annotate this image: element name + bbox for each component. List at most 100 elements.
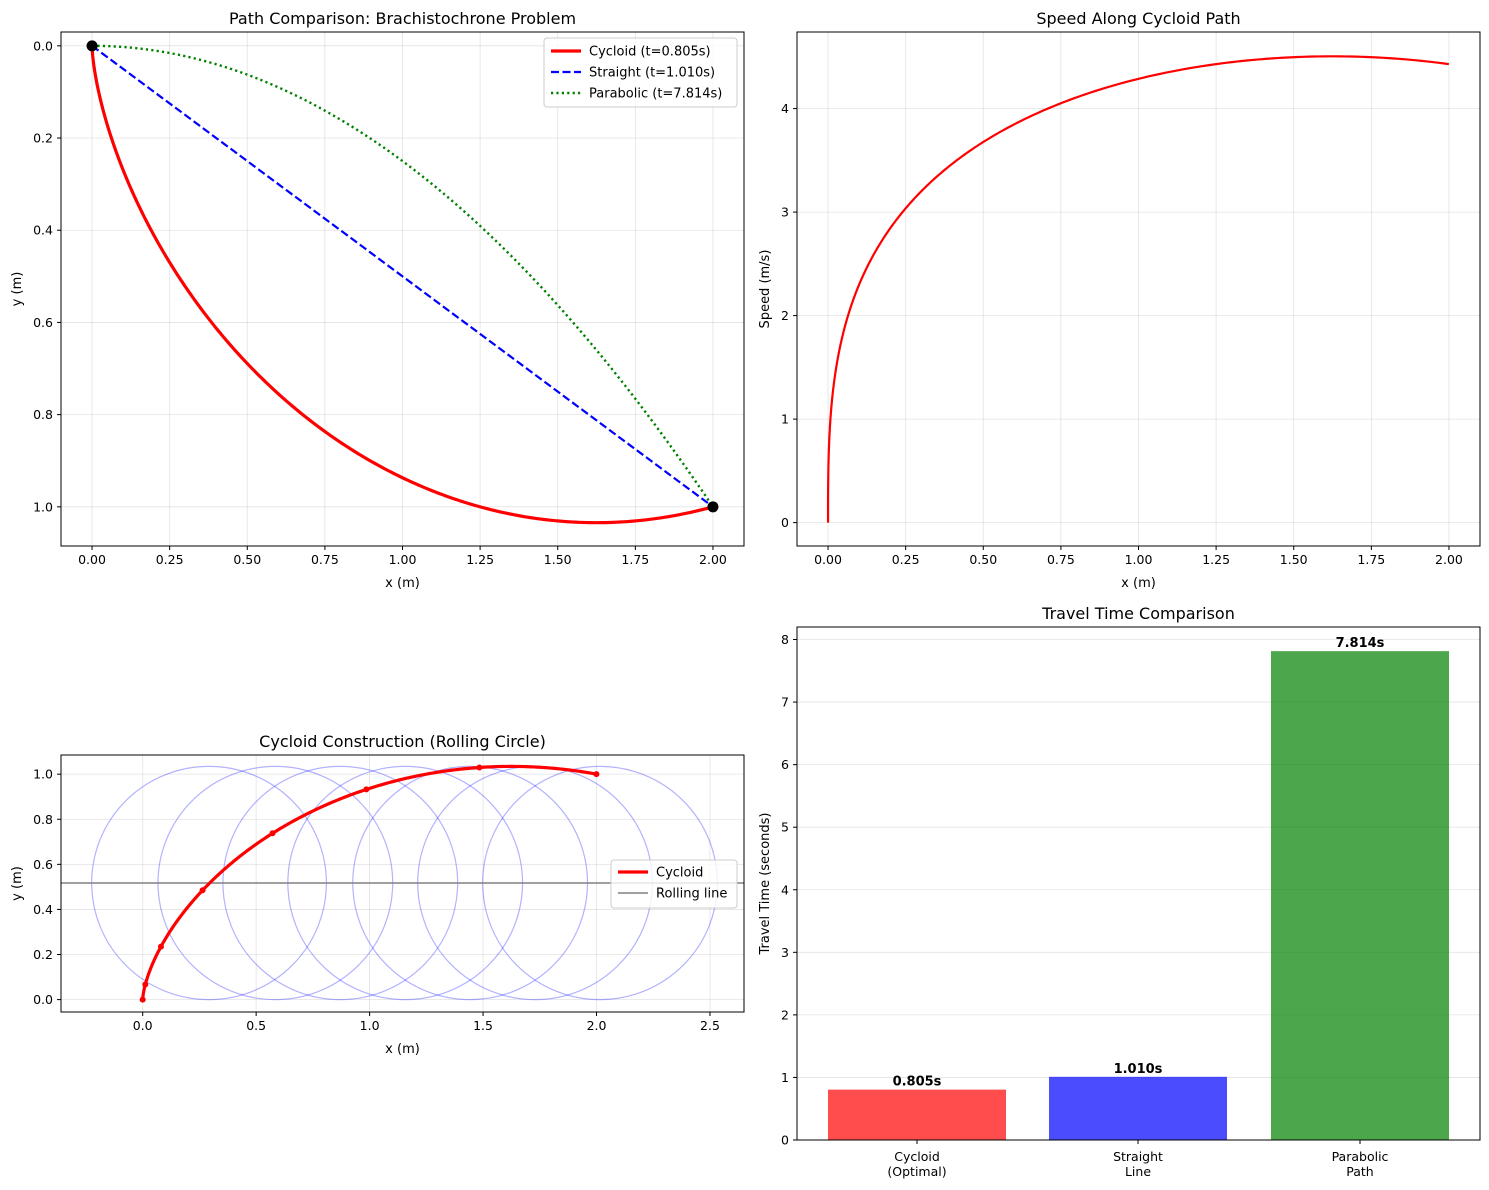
legend-label: Rolling line xyxy=(656,887,727,902)
legend-label: Straight (t=1.010s) xyxy=(589,66,715,81)
x-tick-label: 2.00 xyxy=(1435,552,1463,567)
axes-frame xyxy=(60,31,745,547)
x-tick-label-line: Parabolic xyxy=(1332,1149,1389,1164)
y-tick-label: 2 xyxy=(781,1007,789,1022)
x-tick-label: 1.5 xyxy=(473,1018,493,1033)
x-tick-label: 2.5 xyxy=(700,1018,720,1033)
x-tick-label: Cycloid (Optimal) xyxy=(887,1149,946,1179)
x-axis-label: x (m) xyxy=(385,1042,420,1057)
y-tick-label: 6 xyxy=(781,757,789,772)
chart-title: Speed Along Cycloid Path xyxy=(1036,9,1240,28)
cycloid-marker xyxy=(199,887,206,894)
y-axis-label: Speed (m/s) xyxy=(758,250,773,329)
bar-value-label: 0.805s xyxy=(893,1075,942,1090)
x-axis-label: x (m) xyxy=(385,576,420,591)
y-tick-label: 0.2 xyxy=(33,131,53,146)
y-tick-label: 2 xyxy=(781,308,789,323)
straight-path-line xyxy=(91,44,714,508)
x-tick-label: 1.50 xyxy=(544,552,572,567)
x-tick-label: Parabolic Path xyxy=(1332,1149,1389,1179)
endpoint-marker xyxy=(86,40,98,52)
cycloid-marker xyxy=(157,943,164,950)
x-axis-label: x (m) xyxy=(1121,576,1156,591)
x-tick-label-line: Line xyxy=(1125,1164,1151,1179)
y-tick-label: 0.0 xyxy=(33,992,53,1007)
axes-frame xyxy=(60,754,745,1013)
bar xyxy=(1049,1076,1227,1140)
x-tick-label: 0.75 xyxy=(1047,552,1075,567)
y-axis-label: Travel Time (seconds) xyxy=(758,812,773,955)
axes-frame xyxy=(796,626,1481,1141)
y-tick-label: 3 xyxy=(781,205,789,220)
y-tick-label: 4 xyxy=(781,882,789,897)
bar xyxy=(828,1089,1006,1140)
y-tick-label: 1.0 xyxy=(33,767,53,782)
cycloid-marker xyxy=(269,830,276,837)
endpoint-marker xyxy=(707,501,719,513)
x-tick-label: 0.0 xyxy=(133,1018,153,1033)
x-tick-label: 0.5 xyxy=(246,1018,266,1033)
x-tick-label: 0.00 xyxy=(814,552,842,567)
bar xyxy=(1271,651,1449,1140)
axes-path-comparison: 0.00 0.25 0.50 0.75 1.00 1.25 1.50 1.75 2.00 0.0 0… xyxy=(10,9,745,591)
x-tick-label: 0.50 xyxy=(233,552,261,567)
x-tick-label: 0.50 xyxy=(969,552,997,567)
y-tick-label: 0.6 xyxy=(33,315,53,330)
axes-speed-cycloid: 0.00 0.25 0.50 0.75 1.00 1.25 1.50 1.75 2.00 0 1 2 3… xyxy=(758,9,1481,591)
axes-travel-time: 0 1 2 3 4 5 6 7 8 0.805s Cycloid (Optimal) 1.010s Str… xyxy=(758,604,1481,1179)
x-tick-label: 2.00 xyxy=(699,552,727,567)
cycloid-line xyxy=(141,764,597,1000)
y-axis-label: y (m) xyxy=(10,866,25,901)
y-tick-label: 4 xyxy=(781,101,789,116)
legend-label: Parabolic (t=7.814s) xyxy=(589,87,722,102)
cycloid-path-line xyxy=(90,45,714,525)
x-tick-label: 2.0 xyxy=(587,1018,607,1033)
axes-cycloid-construction: 0.0 0.5 1.0 1.5 2.0 2.5 0.0 0.2 0.4 0.6 0.8 1.0 Cycl… xyxy=(10,732,745,1057)
x-tick-label: 1.0 xyxy=(360,1018,380,1033)
x-tick-label: 1.75 xyxy=(621,552,649,567)
x-tick-label: 1.25 xyxy=(466,552,494,567)
cycloid-marker xyxy=(476,764,483,771)
y-tick-label: 1 xyxy=(781,412,789,427)
x-tick-label: 1.75 xyxy=(1357,552,1385,567)
y-tick-label: 0.4 xyxy=(33,223,53,238)
legend: Cycloid Rolling line xyxy=(610,859,738,909)
bar-value-label: 1.010s xyxy=(1114,1062,1163,1077)
parabolic-path-line xyxy=(92,44,714,508)
y-tick-label: 0.0 xyxy=(33,38,53,53)
x-tick-label: 1.50 xyxy=(1280,552,1308,567)
chart-title: Travel Time Comparison xyxy=(1041,604,1235,623)
y-tick-label: 1.0 xyxy=(33,499,53,514)
y-tick-label: 7 xyxy=(781,695,789,710)
cycloid-marker xyxy=(363,786,370,793)
bar-value-label: 7.814s xyxy=(1336,636,1385,651)
y-tick-label: 0.2 xyxy=(33,947,53,962)
legend-label: Cycloid xyxy=(656,866,703,881)
chart-title: Path Comparison: Brachistochrone Problem xyxy=(229,9,576,28)
x-tick-label: Straight Line xyxy=(1113,1149,1163,1179)
y-tick-label: 0.8 xyxy=(33,812,53,827)
y-tick-label: 0 xyxy=(781,1133,789,1148)
y-axis-label: y (m) xyxy=(10,272,25,307)
cycloid-marker xyxy=(139,996,146,1003)
x-tick-label: 0.25 xyxy=(892,552,920,567)
legend-label: Cycloid (t=0.805s) xyxy=(589,45,711,60)
x-tick-label-line: Straight xyxy=(1113,1149,1163,1164)
cycloid-marker xyxy=(593,771,600,778)
axes-frame xyxy=(796,31,1481,547)
y-tick-label: 0.6 xyxy=(33,857,53,872)
legend-frame xyxy=(543,37,738,108)
y-tick-label: 0 xyxy=(781,515,789,530)
x-tick-label: 0.75 xyxy=(311,552,339,567)
x-tick-label: 1.00 xyxy=(389,552,417,567)
x-tick-label-line: Path xyxy=(1346,1164,1373,1179)
x-tick-label: 1.00 xyxy=(1125,552,1153,567)
speed-line xyxy=(826,55,1449,523)
x-tick-label: 0.25 xyxy=(156,552,184,567)
y-tick-label: 0.8 xyxy=(33,407,53,422)
x-tick-label: 1.25 xyxy=(1202,552,1230,567)
y-tick-label: 8 xyxy=(781,632,789,647)
x-tick-label: 0.00 xyxy=(78,552,106,567)
x-tick-label-line: (Optimal) xyxy=(887,1164,946,1179)
